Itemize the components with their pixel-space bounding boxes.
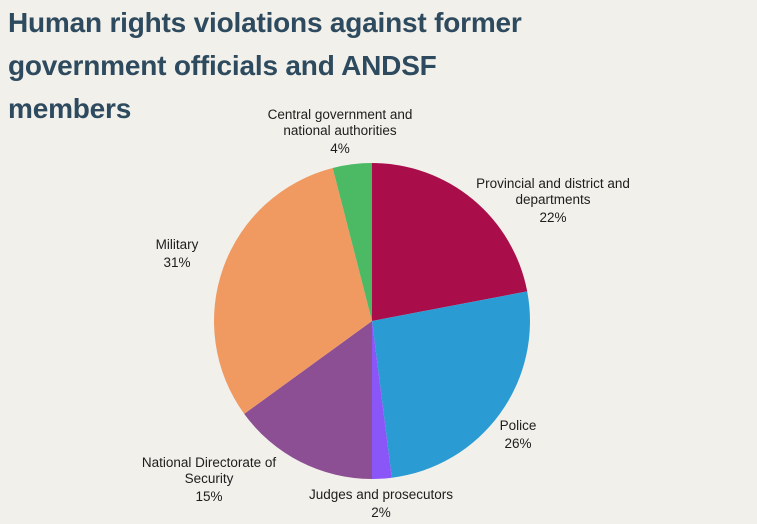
pie-slice-judges-and-prosecutors: [372, 321, 392, 479]
slice-label-line: Security: [184, 471, 234, 486]
slice-label-police: Police 26%: [500, 418, 537, 452]
slice-label-line: Judges and prosecutors: [308, 487, 454, 502]
slice-label-line: Military: [155, 237, 199, 252]
slice-label-line: national authorities: [283, 123, 397, 138]
chart-title-line: Human rights violations against former: [8, 7, 522, 38]
chart-title-line: government officials and ANDSF: [8, 50, 437, 81]
slice-label-line: Police: [499, 418, 537, 433]
slice-percent: 26%: [504, 436, 532, 451]
slice-percent: 2%: [371, 505, 391, 520]
pie-slice-police: [372, 291, 530, 478]
slice-percent: 4%: [330, 141, 350, 156]
slice-percent: 31%: [163, 255, 191, 270]
pie-chart: [214, 163, 530, 479]
slice-label-line: Central government and: [267, 107, 413, 122]
pie-slice-provincial-and-district-and-departments: [372, 163, 528, 321]
slice-label-central-government-and-national-authorities: Central government and national authorit…: [268, 107, 413, 157]
pie-slice-national-directorate-of-security: [244, 321, 372, 479]
slice-percent: 15%: [195, 489, 223, 504]
slice-label-military: Military 31%: [156, 237, 199, 271]
chart-title: Human rights violations against former g…: [8, 1, 522, 130]
slice-percent: 22%: [539, 210, 567, 225]
chart-title-line: members: [8, 93, 132, 124]
slice-label-judges-and-prosecutors: Judges and prosecutors 2%: [309, 487, 453, 521]
pie-slice-central-government-and-national-authorities: [332, 163, 372, 321]
slice-label-line: Provincial and district and: [476, 176, 630, 191]
slice-label-provincial-and-district-and-departments: Provincial and district and departments …: [476, 176, 630, 226]
slice-label-national-directorate-of-security: National Directorate of Security 15%: [142, 455, 276, 505]
slice-label-line: National Directorate of: [141, 455, 277, 470]
slice-label-line: departments: [515, 192, 591, 207]
pie-slice-military: [214, 167, 372, 414]
